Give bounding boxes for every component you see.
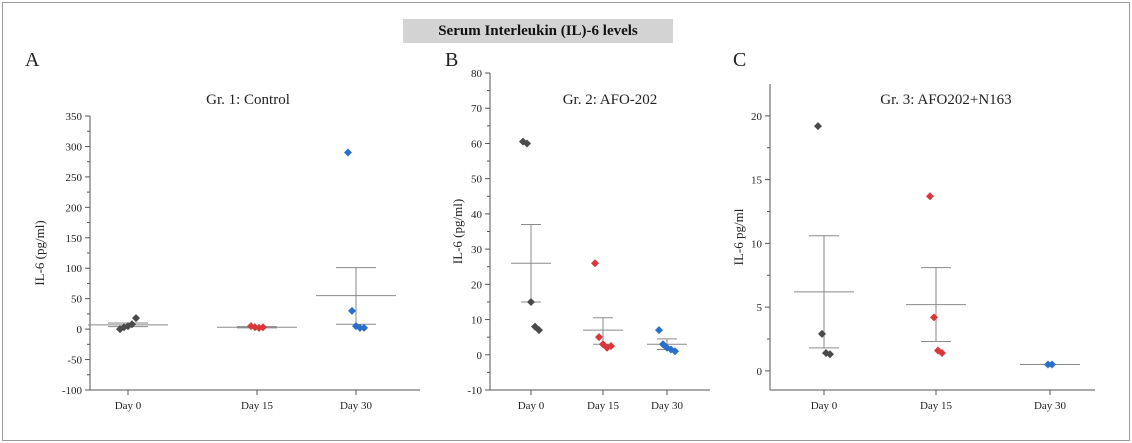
y-tick-label: -100	[62, 385, 83, 397]
data-point	[128, 320, 136, 329]
x-tick-label: Day 30	[651, 400, 684, 412]
data-point	[818, 329, 826, 338]
x-tick-label: Day 15	[587, 400, 620, 412]
y-tick-label: 300	[66, 141, 83, 153]
data-point	[595, 333, 603, 342]
y-axis-label: IL-6 pg/ml	[731, 208, 746, 265]
x-tick-label: Day 0	[518, 400, 545, 412]
y-tick-label: 0	[77, 324, 83, 336]
y-axis-label: IL-6 (pg/ml)	[32, 220, 47, 285]
y-axis-label: IL-6 (pg/ml)	[450, 199, 465, 264]
panel-title: Gr. 1: Control	[206, 92, 290, 108]
y-tick-label: 50	[71, 294, 83, 306]
panel-title: Gr. 2: AFO-202	[563, 92, 658, 108]
panel-letter: A	[25, 49, 40, 71]
y-tick-label: -10	[467, 385, 482, 397]
y-tick-label: 10	[471, 315, 483, 327]
data-point	[523, 139, 531, 148]
y-tick-label: 250	[66, 172, 83, 184]
y-tick-label: 20	[471, 279, 483, 291]
x-tick-label: Day 15	[920, 400, 953, 412]
data-point	[527, 297, 535, 306]
data-point	[132, 314, 140, 323]
y-tick-label: 0	[477, 350, 483, 362]
data-point	[926, 192, 934, 201]
y-tick-label: 30	[471, 244, 483, 256]
panel-letter: C	[733, 49, 746, 71]
figure-title: Serum Interleukin (IL)-6 levels	[403, 19, 673, 43]
y-tick-label: 200	[66, 202, 83, 214]
data-point	[1048, 360, 1056, 369]
y-tick-label: 70	[471, 103, 483, 115]
data-point	[348, 306, 356, 315]
data-point	[360, 323, 368, 332]
y-tick-label: 20	[751, 111, 763, 123]
data-point	[344, 148, 352, 157]
y-tick-label: 80	[471, 68, 483, 80]
y-tick-label: 40	[471, 209, 483, 221]
x-tick-label: Day 0	[115, 400, 142, 412]
data-point	[938, 349, 946, 358]
y-tick-label: 100	[66, 263, 83, 275]
data-point	[930, 313, 938, 322]
data-point	[814, 122, 822, 131]
y-tick-label: 60	[471, 138, 483, 150]
data-point	[259, 323, 267, 332]
y-tick-label: -50	[67, 355, 82, 367]
data-point	[591, 259, 599, 268]
data-point	[535, 326, 543, 335]
y-tick-label: 150	[66, 233, 83, 245]
x-tick-label: Day 0	[811, 400, 838, 412]
x-tick-label: Day 30	[340, 400, 373, 412]
x-tick-label: Day 15	[241, 400, 274, 412]
data-point	[655, 326, 663, 335]
panel-letter: B	[445, 49, 458, 71]
panel-title: Gr. 3: AFO202+N163	[880, 92, 1011, 108]
x-tick-label: Day 30	[1034, 400, 1067, 412]
data-point	[607, 341, 615, 350]
y-tick-label: 10	[751, 238, 763, 250]
data-point	[671, 347, 679, 356]
data-point	[826, 350, 834, 359]
y-tick-label: 350	[66, 111, 83, 123]
y-tick-label: 50	[471, 174, 483, 186]
y-tick-label: 0	[757, 366, 763, 378]
y-tick-label: 15	[751, 175, 763, 187]
y-tick-label: 5	[757, 302, 763, 314]
